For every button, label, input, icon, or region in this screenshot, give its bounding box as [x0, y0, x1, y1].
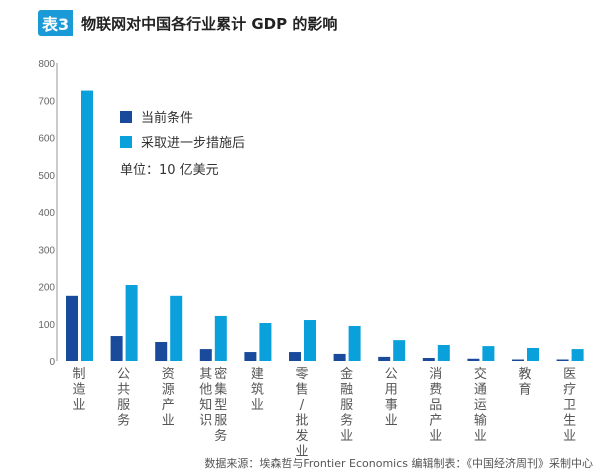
bar-current: [289, 352, 301, 361]
category-label-char: 产: [162, 398, 175, 413]
bar-after-measures: [527, 347, 539, 361]
category-label-char: 筑: [251, 382, 264, 398]
legend-swatch: [120, 111, 132, 123]
category-label-char: 零: [295, 367, 308, 382]
category-label-char: 疗: [563, 383, 576, 398]
chart-title: 物联网对中国各行业累计 GDP 的影响: [81, 14, 338, 33]
category-label-char: 务: [117, 413, 130, 429]
bar-after-measures: [214, 315, 227, 361]
bar-current: [378, 356, 391, 361]
legend-label: 当前条件: [141, 110, 193, 126]
bar-current: [199, 349, 212, 361]
category-label-char: 业: [340, 429, 353, 444]
legend-label: 采取进一步措施后: [141, 136, 245, 151]
bar-after-measures: [482, 346, 495, 361]
category-label-char: 业: [162, 414, 175, 429]
category-label-char: 发: [295, 428, 308, 444]
category-label-char: 业: [385, 414, 398, 429]
category-label-char: 公: [117, 367, 130, 382]
bar-after-measures: [259, 323, 272, 361]
category-label-char: 型: [214, 398, 227, 413]
category-label-char: 其: [199, 367, 212, 382]
bar-after-measures: [125, 285, 138, 361]
category-label-char: 他: [199, 383, 212, 398]
category-label-char: /: [300, 398, 305, 413]
bar-current: [110, 336, 123, 361]
category-label-char: 运: [474, 398, 487, 413]
bar-current: [422, 358, 435, 361]
category-label-char: 业: [295, 445, 308, 460]
bar-current: [155, 342, 168, 361]
bar-current: [66, 295, 78, 361]
y-tick-label: 800: [38, 59, 55, 70]
category-label-char: 服: [214, 414, 227, 429]
category-label-char: 造: [72, 383, 85, 398]
y-tick-label: 500: [38, 171, 55, 182]
category-label-char: 费: [429, 383, 442, 398]
category-label-char: 集: [214, 382, 227, 398]
legend-swatch: [120, 136, 132, 148]
y-tick-label: 200: [38, 283, 55, 294]
category-label-char: 融: [340, 383, 353, 398]
category-label-char: 生: [563, 414, 576, 429]
category-label-char: 共: [117, 383, 130, 398]
y-tick-label: 0: [49, 357, 55, 368]
category-label-char: 业: [563, 429, 576, 444]
category-label-char: 教: [518, 366, 531, 382]
bar-current: [467, 358, 480, 361]
category-label-char: 售: [295, 382, 308, 398]
bar-current: [244, 352, 257, 361]
category-label-char: 金: [340, 366, 353, 382]
category-label-char: 卫: [563, 398, 576, 413]
category-label-char: 业: [251, 398, 264, 413]
bar-current: [512, 359, 524, 361]
bar-current: [333, 353, 346, 361]
category-label-char: 交: [474, 366, 487, 382]
category-label-char: 服: [117, 398, 130, 413]
bar-after-measures: [348, 325, 361, 361]
category-label-char: 务: [340, 413, 353, 429]
source-note: 数据来源：埃森哲与Frontier Economics 编辑制表：《中国经济周刊…: [204, 457, 593, 470]
y-tick-label: 400: [38, 208, 55, 219]
category-label-char: 品: [429, 398, 442, 413]
category-label-char: 密: [214, 366, 227, 382]
category-label-char: 消: [429, 367, 442, 382]
bar-after-measures: [393, 340, 406, 361]
table-badge: 表3: [38, 10, 74, 36]
y-tick-label: 600: [38, 134, 55, 145]
bar-after-measures: [170, 295, 183, 361]
bar-after-measures: [81, 90, 93, 361]
category-label-char: 公: [385, 367, 398, 382]
category-label-char: 务: [214, 428, 227, 444]
category-label-char: 业: [72, 398, 85, 413]
bar-after-measures: [571, 349, 584, 361]
category-label-char: 批: [295, 414, 308, 429]
y-tick-label: 100: [38, 320, 55, 331]
category-label-char: 产: [429, 414, 442, 429]
category-label-char: 知: [199, 397, 212, 413]
category-label-char: 业: [474, 429, 487, 444]
category-label-char: 事: [385, 398, 398, 413]
category-label-char: 育: [518, 382, 531, 398]
category-label-char: 源: [162, 383, 175, 398]
y-tick-label: 700: [38, 96, 55, 107]
category-label-char: 业: [429, 429, 442, 444]
category-label-char: 识: [199, 414, 212, 429]
category-label-char: 制: [72, 367, 85, 382]
category-label-char: 建: [251, 367, 264, 382]
category-label-char: 服: [340, 398, 353, 413]
bar-current: [556, 359, 569, 361]
category-label-char: 通: [474, 383, 487, 398]
chart-title-bar: 表3 物联网对中国各行业累计 GDP 的影响: [38, 10, 337, 36]
unit-note: 单位：10 亿美元: [120, 163, 219, 178]
category-label-char: 医: [563, 367, 576, 382]
category-label-char: 资: [162, 367, 175, 382]
bar-after-measures: [437, 344, 450, 361]
bar-after-measures: [304, 320, 316, 361]
y-tick-label: 300: [38, 245, 55, 256]
category-label-char: 输: [474, 413, 487, 429]
category-label-char: 用: [385, 383, 398, 398]
